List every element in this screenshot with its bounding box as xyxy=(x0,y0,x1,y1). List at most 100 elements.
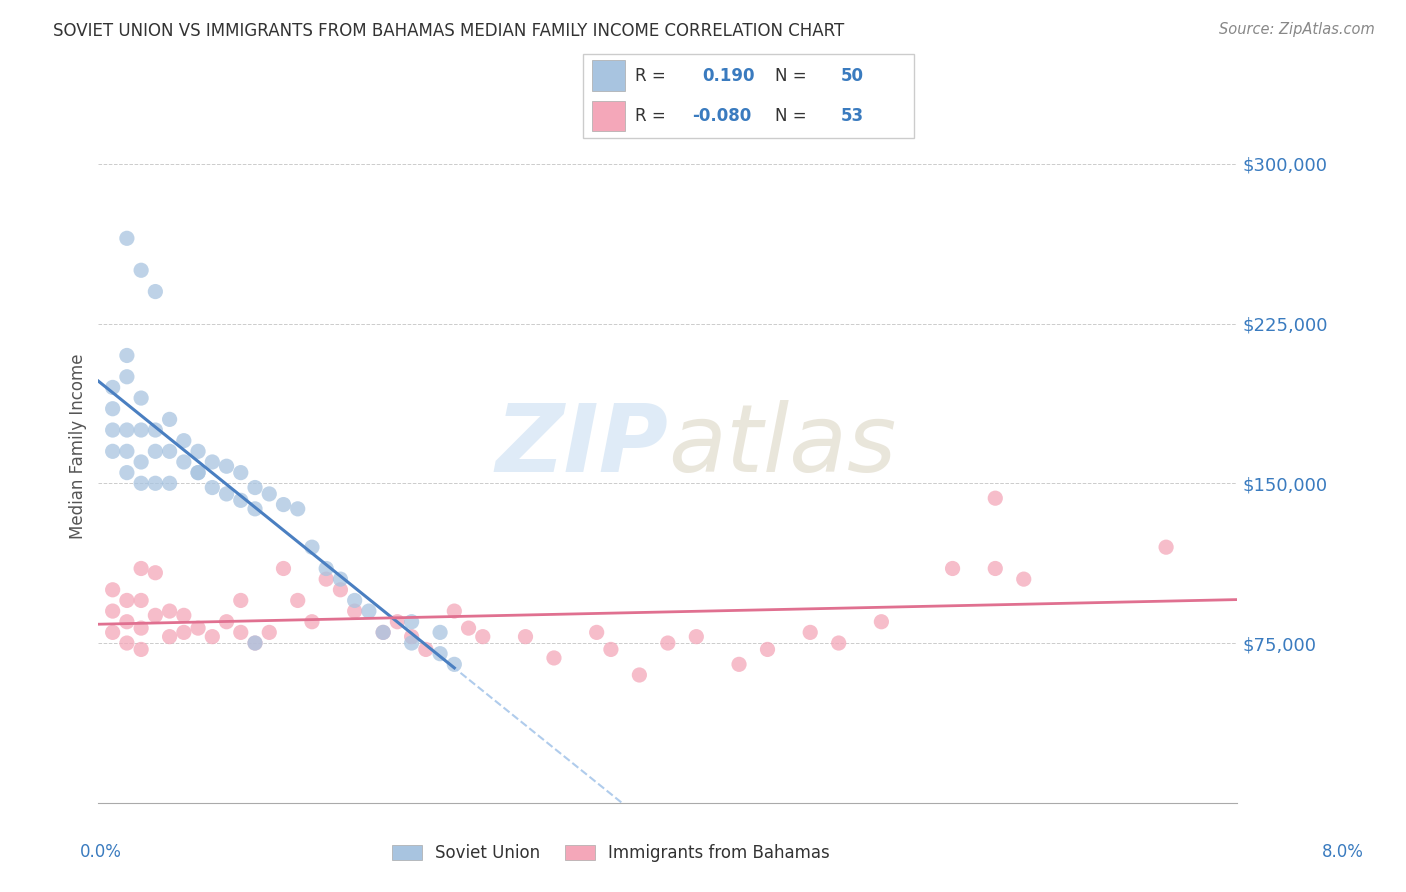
Point xyxy=(101,625,124,640)
Point xyxy=(401,636,423,650)
Point xyxy=(115,369,138,384)
Point xyxy=(187,621,209,635)
Point xyxy=(159,476,181,491)
Point xyxy=(984,491,1007,506)
Point xyxy=(115,615,138,629)
Point xyxy=(543,651,565,665)
Text: atlas: atlas xyxy=(668,401,896,491)
Point xyxy=(329,572,352,586)
Point xyxy=(115,349,138,363)
Point xyxy=(243,636,266,650)
Point xyxy=(129,642,152,657)
Point xyxy=(657,636,679,650)
Point xyxy=(187,466,209,480)
Text: -0.080: -0.080 xyxy=(693,107,752,125)
Point xyxy=(243,481,266,495)
Point xyxy=(145,476,167,491)
Point xyxy=(129,621,152,635)
Point xyxy=(443,657,465,672)
Text: N =: N = xyxy=(775,67,807,85)
Point xyxy=(145,423,167,437)
Point xyxy=(243,501,266,516)
Point xyxy=(101,604,124,618)
Point xyxy=(101,444,124,458)
Point xyxy=(201,455,224,469)
Point xyxy=(215,487,238,501)
Point xyxy=(457,621,479,635)
Point xyxy=(387,615,409,629)
Point xyxy=(115,423,138,437)
Text: 50: 50 xyxy=(841,67,865,85)
Point xyxy=(215,615,238,629)
Point xyxy=(243,636,266,650)
Point xyxy=(159,630,181,644)
Text: 0.0%: 0.0% xyxy=(80,843,122,861)
Point xyxy=(685,630,707,644)
Point xyxy=(343,593,366,607)
Point xyxy=(471,630,494,644)
Point xyxy=(371,625,394,640)
Point xyxy=(129,561,152,575)
Point xyxy=(129,455,152,469)
Point xyxy=(301,615,323,629)
Point xyxy=(229,625,252,640)
Point xyxy=(357,604,380,618)
Point xyxy=(201,481,224,495)
Point xyxy=(429,647,451,661)
Point xyxy=(600,642,623,657)
Point xyxy=(229,466,252,480)
Point xyxy=(159,412,181,426)
Legend: Soviet Union, Immigrants from Bahamas: Soviet Union, Immigrants from Bahamas xyxy=(392,844,830,863)
Text: 8.0%: 8.0% xyxy=(1322,843,1364,861)
Point xyxy=(870,615,893,629)
Text: SOVIET UNION VS IMMIGRANTS FROM BAHAMAS MEDIAN FAMILY INCOME CORRELATION CHART: SOVIET UNION VS IMMIGRANTS FROM BAHAMAS … xyxy=(53,22,845,40)
Point xyxy=(515,630,537,644)
Point xyxy=(159,604,181,618)
Point xyxy=(1154,540,1177,554)
Text: 0.190: 0.190 xyxy=(703,67,755,85)
Point xyxy=(984,561,1007,575)
Point xyxy=(329,582,352,597)
Point xyxy=(756,642,779,657)
Point xyxy=(115,444,138,458)
Point xyxy=(585,625,607,640)
Point xyxy=(259,487,281,501)
Text: N =: N = xyxy=(775,107,807,125)
Point xyxy=(145,285,167,299)
Point xyxy=(371,625,394,640)
Point xyxy=(429,625,451,640)
Point xyxy=(443,604,465,618)
Text: Source: ZipAtlas.com: Source: ZipAtlas.com xyxy=(1219,22,1375,37)
Point xyxy=(101,380,124,394)
Point xyxy=(101,582,124,597)
Point xyxy=(145,608,167,623)
Point xyxy=(173,455,195,469)
Point xyxy=(287,501,309,516)
Point xyxy=(315,561,337,575)
Point xyxy=(173,625,195,640)
Point xyxy=(1012,572,1035,586)
Point xyxy=(129,391,152,405)
Point xyxy=(187,444,209,458)
Point xyxy=(728,657,751,672)
Point xyxy=(229,593,252,607)
Point xyxy=(173,608,195,623)
Point xyxy=(115,466,138,480)
Point xyxy=(401,630,423,644)
Point xyxy=(229,493,252,508)
Point xyxy=(315,572,337,586)
Point xyxy=(415,642,437,657)
FancyBboxPatch shape xyxy=(583,54,914,138)
Point xyxy=(273,498,295,512)
Point xyxy=(145,566,167,580)
Point xyxy=(401,615,423,629)
Text: R =: R = xyxy=(634,67,665,85)
Point xyxy=(628,668,651,682)
Point xyxy=(343,604,366,618)
Text: ZIP: ZIP xyxy=(495,400,668,492)
Point xyxy=(942,561,965,575)
Point xyxy=(115,231,138,245)
Point xyxy=(159,444,181,458)
Y-axis label: Median Family Income: Median Family Income xyxy=(69,353,87,539)
Point xyxy=(115,636,138,650)
